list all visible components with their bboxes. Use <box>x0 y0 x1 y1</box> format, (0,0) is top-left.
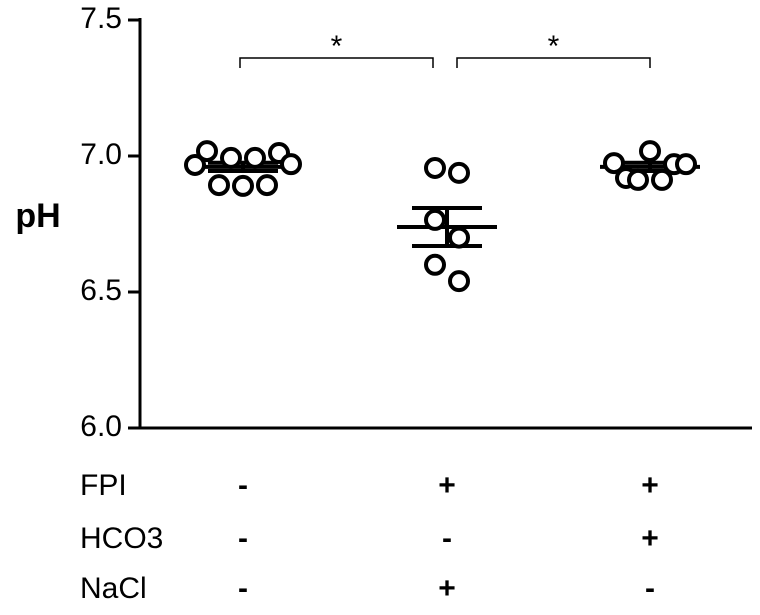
data-point <box>448 226 470 249</box>
data-point <box>220 146 242 169</box>
data-point <box>448 270 470 293</box>
data-point <box>424 253 446 276</box>
data-point <box>424 208 446 231</box>
data-point <box>424 156 446 179</box>
data-point <box>256 174 278 197</box>
data-point <box>603 152 625 175</box>
significance-bracket <box>456 57 651 68</box>
significance-bracket <box>239 57 434 68</box>
condition-sign: - <box>238 469 248 502</box>
data-point <box>448 161 470 184</box>
condition-sign: + <box>438 469 456 502</box>
condition-label: FPI <box>80 469 127 502</box>
y-tick-label: 6.0 <box>80 410 122 443</box>
data-point <box>244 146 266 169</box>
data-point <box>184 153 206 176</box>
significance-label: * <box>331 30 343 63</box>
condition-sign: + <box>438 572 456 605</box>
y-tick-label: 7.5 <box>80 2 122 35</box>
y-axis-label: pH <box>15 197 60 235</box>
condition-sign: - <box>238 522 248 555</box>
condition-sign: - <box>238 572 248 605</box>
condition-label: NaCl <box>80 572 147 605</box>
condition-sign: - <box>645 572 655 605</box>
data-point <box>196 140 218 163</box>
data-point <box>639 140 661 163</box>
data-point <box>280 153 302 176</box>
significance-label: * <box>548 30 560 63</box>
data-point <box>675 153 697 176</box>
condition-sign: + <box>641 469 659 502</box>
data-point <box>208 174 230 197</box>
data-point <box>232 174 254 197</box>
data-point <box>627 168 649 191</box>
data-point <box>651 168 673 191</box>
y-tick-label: 6.5 <box>80 274 122 307</box>
condition-label: HCO3 <box>80 522 163 555</box>
y-tick-label: 7.0 <box>80 138 122 171</box>
condition-sign: - <box>442 522 452 555</box>
condition-sign: + <box>641 522 659 555</box>
